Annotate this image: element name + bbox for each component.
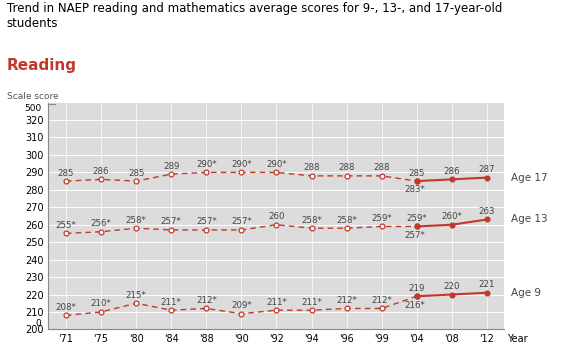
Text: 216*: 216* (405, 301, 425, 310)
Text: 256*: 256* (91, 219, 112, 228)
Text: Age 9: Age 9 (511, 288, 542, 298)
Text: Scale score: Scale score (7, 92, 59, 101)
Text: 258*: 258* (301, 216, 322, 225)
Text: 285: 285 (409, 168, 425, 177)
Text: 288: 288 (339, 163, 355, 172)
Text: 215*: 215* (126, 291, 146, 300)
Text: 258*: 258* (336, 216, 357, 225)
Text: 211*: 211* (161, 298, 182, 307)
Text: 285: 285 (128, 168, 144, 177)
Text: 288: 288 (373, 163, 390, 172)
Text: 212*: 212* (196, 296, 217, 305)
Text: 263: 263 (479, 207, 495, 216)
Text: 221: 221 (479, 280, 495, 289)
Text: 212*: 212* (371, 296, 392, 305)
Text: 288: 288 (303, 163, 320, 172)
Text: 283*: 283* (405, 185, 425, 194)
Text: 257*: 257* (405, 231, 425, 240)
Text: 212*: 212* (336, 296, 357, 305)
Text: 211*: 211* (266, 298, 287, 307)
Text: Age 13: Age 13 (511, 215, 548, 225)
Text: Trend in NAEP reading and mathematics average scores for 9-, 13-, and 17-year-ol: Trend in NAEP reading and mathematics av… (7, 2, 502, 30)
Text: 500: 500 (24, 104, 42, 113)
Text: 0: 0 (36, 319, 42, 328)
Text: Reading: Reading (7, 58, 77, 73)
Text: 287: 287 (479, 165, 495, 174)
Text: 289: 289 (163, 162, 180, 171)
Text: 259*: 259* (406, 214, 427, 223)
Text: 257*: 257* (161, 217, 182, 226)
Text: 260*: 260* (441, 212, 462, 221)
Text: 290*: 290* (196, 160, 217, 169)
Text: 211*: 211* (301, 298, 322, 307)
Text: 257*: 257* (196, 217, 217, 226)
Text: 290*: 290* (231, 160, 252, 169)
Text: 286: 286 (93, 167, 109, 176)
Text: 208*: 208* (56, 303, 76, 312)
Text: Year: Year (507, 334, 528, 344)
Text: 259*: 259* (372, 214, 392, 223)
Text: 260: 260 (268, 212, 284, 221)
Text: 209*: 209* (231, 301, 252, 310)
Text: 285: 285 (58, 168, 74, 177)
Text: 286: 286 (443, 167, 460, 176)
Text: Age 17: Age 17 (511, 172, 548, 183)
Text: 290*: 290* (266, 160, 287, 169)
Text: 220: 220 (443, 282, 460, 291)
Text: 255*: 255* (56, 221, 76, 230)
Text: 210*: 210* (91, 300, 112, 309)
Text: 257*: 257* (231, 217, 252, 226)
Text: 258*: 258* (126, 216, 146, 225)
Text: 219: 219 (409, 284, 425, 293)
